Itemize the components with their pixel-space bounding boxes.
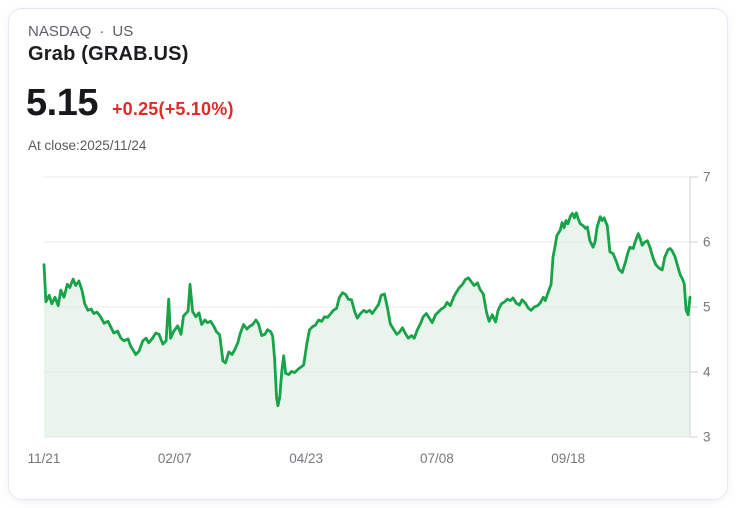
x-axis-labels: 11/21 02/07 04/23 07/08 09/18 (28, 451, 585, 466)
x-tick-label: 02/07 (158, 451, 192, 466)
last-price: 5.15 (26, 82, 98, 124)
y-tick-label: 4 (703, 365, 711, 380)
stock-quote-card: NASDAQ · US Grab (GRAB.US) 5.15 +0.25(+5… (8, 8, 728, 500)
x-tick-label: 11/21 (28, 451, 61, 466)
x-tick-label: 09/18 (551, 451, 585, 466)
region-label: US (112, 23, 134, 40)
x-tick-label: 04/23 (289, 451, 323, 466)
y-tick-label: 3 (703, 430, 711, 445)
price-area-fill (44, 212, 690, 437)
quote-header: NASDAQ · US Grab (GRAB.US) (28, 23, 189, 66)
y-axis-labels: 7 6 5 4 3 (703, 170, 711, 445)
price-line (42, 211, 692, 408)
price-chart[interactable]: 7 6 5 4 3 11/21 02/07 04/23 07/08 09/18 (9, 166, 727, 496)
price-row: 5.15 +0.25(+5.10%) (26, 82, 234, 125)
x-tick-label: 07/08 (420, 451, 454, 466)
y-tick-label: 6 (703, 235, 711, 250)
price-change: +0.25(+5.10%) (111, 99, 234, 119)
stock-title: Grab (GRAB.US) (28, 43, 189, 65)
close-time-label: At close:2025/11/24 (28, 138, 147, 153)
exchange-label: NASDAQ (28, 23, 92, 40)
y-tick-label: 5 (703, 300, 711, 315)
y-tick-label: 7 (703, 170, 711, 185)
gridlines (44, 176, 698, 438)
exchange-row: NASDAQ · US (28, 23, 189, 40)
exchange-separator-dot: · (99, 23, 105, 40)
